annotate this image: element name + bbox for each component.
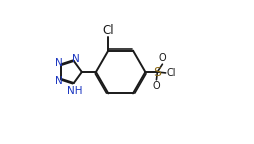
Text: S: S [153,66,161,78]
Text: Cl: Cl [166,68,176,78]
Text: O: O [153,80,160,91]
Text: N: N [55,58,63,68]
Text: O: O [158,53,166,64]
Text: N: N [72,54,80,64]
Text: Cl: Cl [102,24,114,37]
Text: N: N [55,76,63,86]
Text: NH: NH [67,86,83,96]
